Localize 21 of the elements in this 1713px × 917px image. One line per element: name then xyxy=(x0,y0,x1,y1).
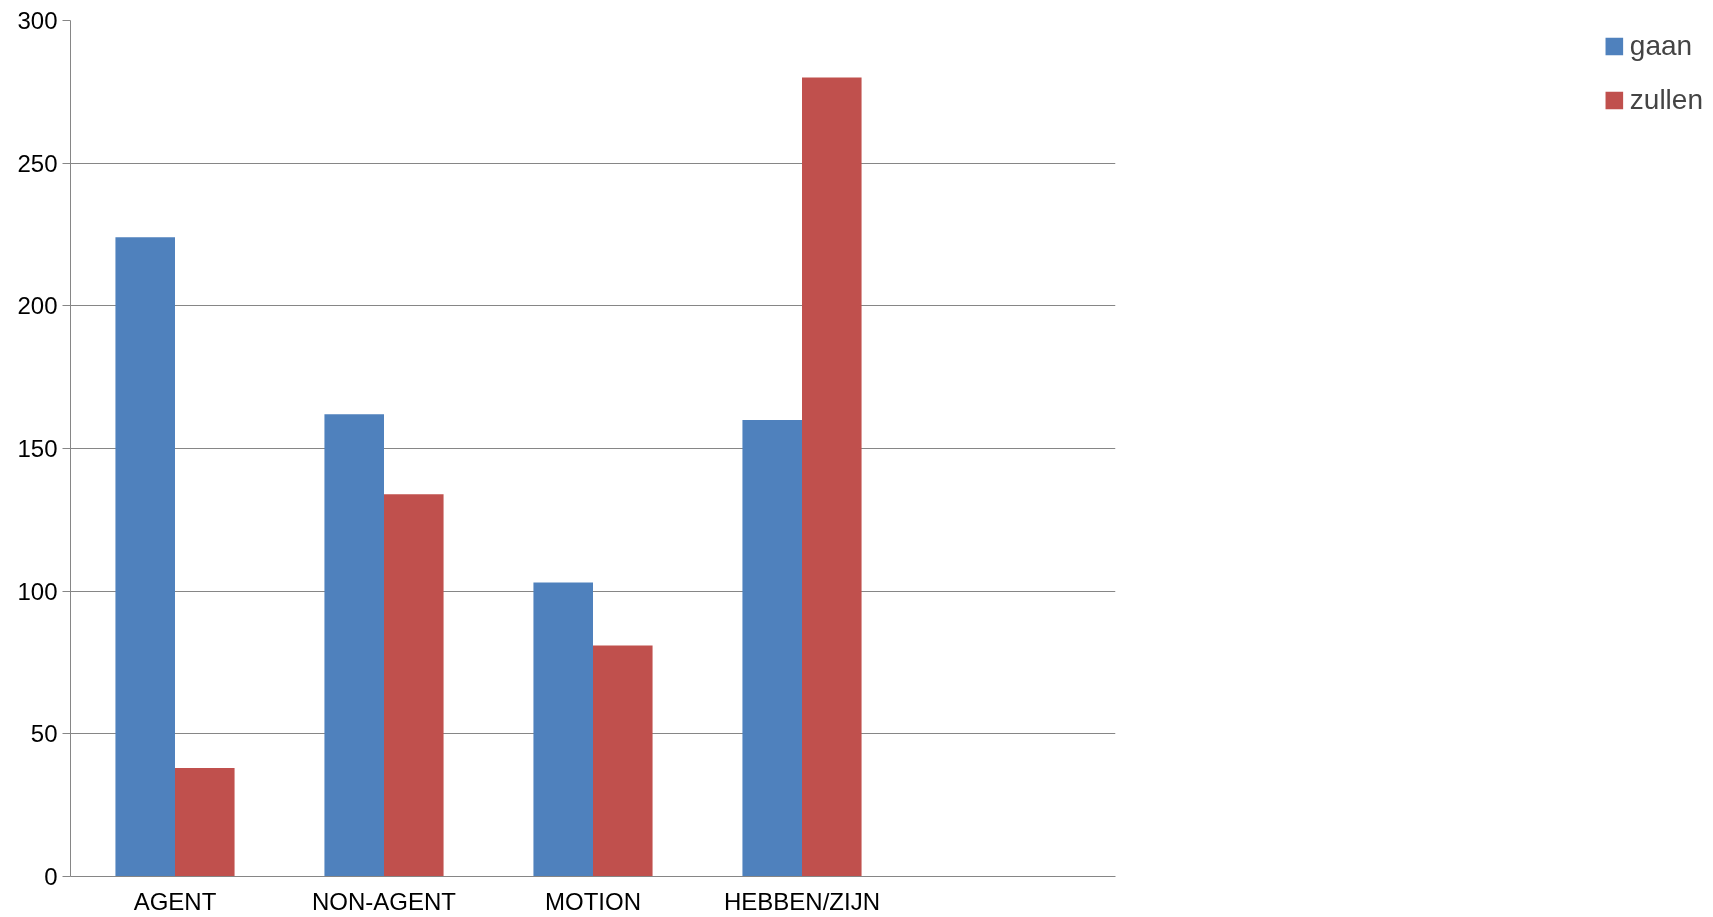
x-tick-label: NON-AGENT xyxy=(312,887,457,915)
bar xyxy=(175,768,235,877)
bar xyxy=(593,645,653,877)
y-tick-label: 150 xyxy=(17,435,58,462)
bar xyxy=(802,77,862,877)
y-tick-label: 300 xyxy=(17,7,58,34)
x-tick-label: HEBBEN/ZIJN xyxy=(723,887,881,915)
bar xyxy=(384,494,444,877)
x-tick-label: MOTION xyxy=(545,887,642,915)
y-tick-label: 0 xyxy=(44,863,58,890)
bar xyxy=(324,414,384,877)
bar xyxy=(742,419,802,877)
y-tick-label: 50 xyxy=(30,720,58,748)
bar xyxy=(115,237,175,877)
y-tick-label: 200 xyxy=(17,292,58,320)
legend-label: zullen xyxy=(1629,84,1703,116)
y-tick-label: 250 xyxy=(17,149,58,177)
x-tick-label: AGENT xyxy=(133,887,217,915)
y-tick-label: 100 xyxy=(17,577,58,605)
legend-label: gaan xyxy=(1629,30,1693,62)
bar xyxy=(533,582,593,877)
